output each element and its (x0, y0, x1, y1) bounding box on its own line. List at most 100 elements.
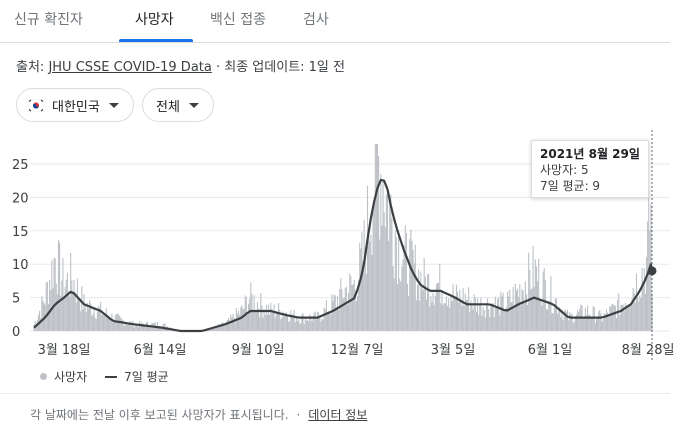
bar (249, 298, 251, 331)
bar (363, 220, 365, 331)
tab-vaccination[interactable]: 백신 접종 (210, 12, 266, 28)
bar (564, 309, 566, 331)
bar (394, 230, 396, 331)
scope-dropdown[interactable]: 전체 (142, 88, 214, 122)
bar (331, 294, 333, 331)
bar (85, 311, 87, 331)
bar (56, 294, 58, 331)
bar (625, 305, 628, 331)
bar (111, 313, 113, 331)
bar (82, 309, 84, 331)
bar (651, 293, 653, 331)
bar (548, 303, 550, 331)
bar (615, 318, 618, 331)
deaths-chart[interactable]: 0 5 10 15 20 25 3월 18일 6월 14일 9월 10일 12월 7일 3월 5일 6… (0, 130, 686, 360)
bar (90, 303, 92, 331)
bar (143, 324, 145, 331)
bar (95, 319, 97, 331)
bar (290, 310, 292, 331)
bar (499, 315, 501, 331)
bar (42, 300, 44, 331)
source-link[interactable]: JHU CSSE COVID-19 Data (48, 60, 212, 75)
bar (495, 306, 497, 331)
bar (76, 278, 78, 331)
bar (637, 297, 639, 331)
bar (430, 296, 432, 331)
bar (621, 304, 623, 331)
bar (579, 308, 581, 331)
bar (440, 303, 442, 331)
bar (278, 303, 280, 331)
bar (448, 298, 450, 331)
data-info-link[interactable]: 데이터 정보 (308, 408, 368, 422)
bar (231, 317, 233, 331)
tab-deaths[interactable]: 사망자 (135, 12, 174, 28)
bar (476, 298, 479, 331)
tooltip-deaths: 사망자: 5 (540, 163, 589, 177)
bar (583, 318, 585, 331)
bar (468, 287, 470, 331)
bar (107, 316, 110, 331)
bar (312, 315, 314, 331)
bar (521, 288, 523, 331)
bar (51, 260, 53, 331)
bar (298, 319, 300, 331)
bar (361, 231, 363, 331)
bar (53, 257, 55, 331)
bar (597, 318, 599, 331)
bar (534, 259, 536, 331)
bar (488, 309, 490, 331)
bar (640, 297, 642, 331)
bar (517, 288, 519, 331)
bar (75, 302, 77, 331)
bar (479, 305, 481, 331)
bar (332, 301, 334, 331)
tab-new-cases[interactable]: 신규 확진자 (14, 12, 83, 28)
bar (296, 320, 299, 331)
bar (103, 312, 105, 331)
bar (147, 325, 150, 331)
bar (228, 317, 230, 331)
bar (492, 302, 494, 331)
bar (89, 300, 91, 331)
bar (326, 313, 329, 331)
bar (500, 291, 502, 331)
tab-testing[interactable]: 검사 (303, 12, 329, 28)
bar (71, 280, 73, 331)
bar (280, 319, 282, 331)
bar (263, 309, 265, 331)
chevron-down-icon (108, 102, 119, 108)
bar (155, 326, 157, 331)
bar (594, 322, 596, 331)
bar (549, 300, 551, 331)
bar (469, 311, 471, 331)
bar (352, 284, 354, 331)
bar (489, 316, 491, 331)
bar (311, 321, 313, 331)
bar (420, 271, 422, 331)
bar (599, 309, 601, 331)
bar (649, 229, 651, 331)
bar (435, 284, 437, 331)
bar (592, 306, 594, 331)
bar (97, 306, 100, 331)
bar (316, 311, 319, 331)
bar (471, 303, 473, 331)
bar (551, 313, 553, 331)
bar (264, 315, 266, 331)
bar (475, 311, 477, 331)
bar (501, 296, 503, 331)
bar (40, 317, 42, 331)
bar (560, 317, 562, 331)
bar (140, 324, 142, 331)
bar (567, 309, 569, 331)
legend-deaths-label: 사망자 (54, 370, 88, 384)
bar (271, 308, 273, 331)
bar (250, 282, 252, 331)
bar (642, 281, 644, 331)
bar (365, 274, 367, 331)
x-tick-label: 8월 28일 (622, 343, 675, 358)
region-dropdown[interactable]: 대한민국 (16, 88, 134, 122)
bar (366, 185, 369, 331)
bar (632, 288, 634, 331)
